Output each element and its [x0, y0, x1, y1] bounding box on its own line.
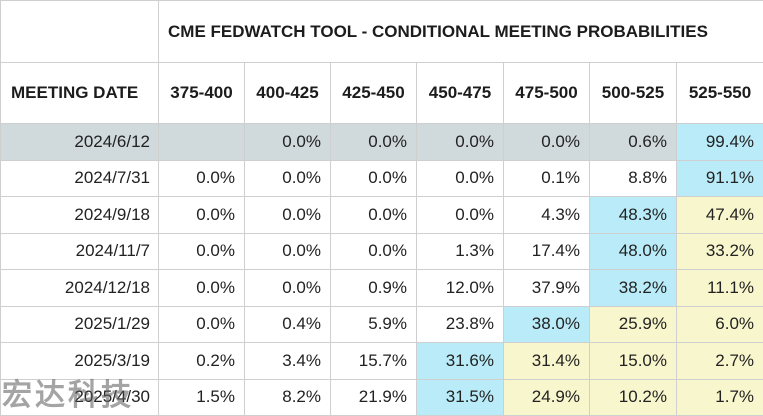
meeting-date-cell: 2024/11/7	[1, 233, 159, 270]
probability-cell: 0.0%	[159, 270, 245, 307]
probability-cell: 31.5%	[417, 379, 504, 416]
probability-cell: 0.4%	[245, 306, 331, 343]
meeting-date-cell: 2025/3/19	[1, 343, 159, 380]
meeting-date-cell: 2024/12/18	[1, 270, 159, 307]
probability-cell: 5.9%	[331, 306, 417, 343]
probability-cell: 0.0%	[159, 233, 245, 270]
probability-cell: 17.4%	[504, 233, 590, 270]
probability-cell: 10.2%	[590, 379, 677, 416]
probability-cell: 6.0%	[677, 306, 763, 343]
probability-cell: 15.7%	[331, 343, 417, 380]
probability-cell: 0.2%	[159, 343, 245, 380]
probability-cell: 15.0%	[590, 343, 677, 380]
column-header: 500-525	[590, 63, 677, 124]
probability-cell: 8.2%	[245, 379, 331, 416]
probability-cell: 0.0%	[331, 124, 417, 161]
probability-cell: 0.0%	[504, 124, 590, 161]
corner-blank-cell	[1, 1, 159, 63]
probability-cell: 91.1%	[677, 160, 763, 197]
probability-cell: 0.0%	[331, 233, 417, 270]
probability-cell: 8.8%	[590, 160, 677, 197]
probability-cell: 47.4%	[677, 197, 763, 234]
probability-cell: 0.9%	[331, 270, 417, 307]
probability-cell: 38.0%	[504, 306, 590, 343]
probability-cell: 0.0%	[417, 124, 504, 161]
probability-cell: 11.1%	[677, 270, 763, 307]
column-header: 475-500	[504, 63, 590, 124]
probability-cell: 0.0%	[331, 160, 417, 197]
probability-cell: 0.0%	[245, 197, 331, 234]
probability-cell: 23.8%	[417, 306, 504, 343]
column-header: 375-400	[159, 63, 245, 124]
probability-cell	[159, 124, 245, 161]
meeting-date-cell: 2025/4/30	[1, 379, 159, 416]
probability-cell: 0.0%	[159, 197, 245, 234]
probability-cell: 37.9%	[504, 270, 590, 307]
probability-cell: 48.0%	[590, 233, 677, 270]
probability-cell: 1.3%	[417, 233, 504, 270]
probability-cell: 3.4%	[245, 343, 331, 380]
probability-cell: 31.4%	[504, 343, 590, 380]
probability-cell: 99.4%	[677, 124, 763, 161]
probability-cell: 1.5%	[159, 379, 245, 416]
meeting-date-cell: 2025/1/29	[1, 306, 159, 343]
meeting-date-cell: 2024/7/31	[1, 160, 159, 197]
probability-cell: 48.3%	[590, 197, 677, 234]
probability-cell: 38.2%	[590, 270, 677, 307]
probability-cell: 0.0%	[159, 160, 245, 197]
probability-cell: 0.1%	[504, 160, 590, 197]
probability-cell: 4.3%	[504, 197, 590, 234]
meeting-date-header: MEETING DATE	[1, 63, 159, 124]
probability-cell: 0.0%	[417, 197, 504, 234]
probability-cell: 21.9%	[331, 379, 417, 416]
probability-cell: 24.9%	[504, 379, 590, 416]
probability-cell: 0.0%	[331, 197, 417, 234]
column-header: 425-450	[331, 63, 417, 124]
probability-cell: 31.6%	[417, 343, 504, 380]
probability-cell: 0.0%	[245, 160, 331, 197]
probability-cell: 33.2%	[677, 233, 763, 270]
probability-cell: 0.0%	[159, 306, 245, 343]
column-header-row: MEETING DATE 375-400 400-425 425-450 450…	[1, 63, 763, 124]
probability-cell: 0.0%	[245, 270, 331, 307]
column-header: 525-550	[677, 63, 763, 124]
probability-cell: 0.6%	[590, 124, 677, 161]
column-header: 450-475	[417, 63, 504, 124]
probability-cell: 25.9%	[590, 306, 677, 343]
probability-cell: 12.0%	[417, 270, 504, 307]
meeting-date-cell: 2024/9/18	[1, 197, 159, 234]
probability-cell: 0.0%	[245, 124, 331, 161]
meeting-date-cell: 2024/6/12	[1, 124, 159, 161]
probability-cell: 1.7%	[677, 379, 763, 416]
probability-cell: 0.0%	[417, 160, 504, 197]
probability-cell: 2.7%	[677, 343, 763, 380]
column-header: 400-425	[245, 63, 331, 124]
table-title: CME FEDWATCH TOOL - CONDITIONAL MEETING …	[159, 1, 763, 63]
probability-cell: 0.0%	[245, 233, 331, 270]
